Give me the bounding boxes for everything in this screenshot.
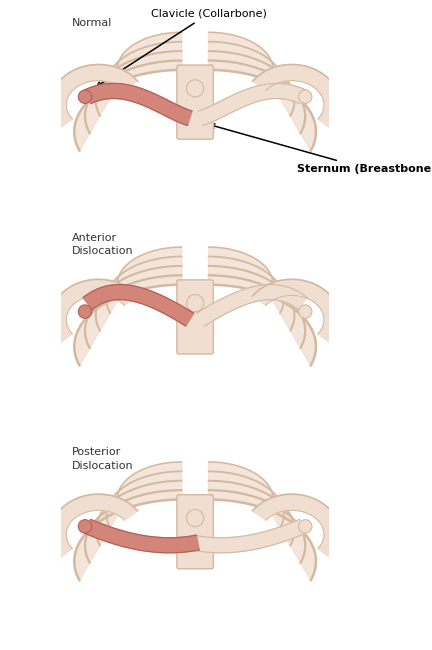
Text: Posterior
Dislocation: Posterior Dislocation (72, 447, 133, 471)
Polygon shape (209, 257, 295, 331)
Polygon shape (209, 462, 284, 528)
Polygon shape (209, 32, 284, 98)
Polygon shape (197, 285, 307, 326)
Text: Anterior
Dislocation: Anterior Dislocation (72, 233, 133, 256)
Circle shape (78, 520, 92, 533)
Polygon shape (209, 490, 316, 580)
Polygon shape (209, 247, 284, 313)
Polygon shape (85, 51, 182, 133)
Polygon shape (74, 60, 182, 151)
Polygon shape (107, 247, 182, 313)
Polygon shape (96, 471, 182, 545)
Polygon shape (209, 60, 316, 151)
Circle shape (187, 80, 204, 97)
Polygon shape (209, 266, 305, 348)
Polygon shape (253, 64, 340, 129)
Polygon shape (85, 519, 199, 552)
Polygon shape (209, 42, 295, 116)
Polygon shape (253, 494, 340, 558)
Circle shape (187, 510, 204, 526)
Polygon shape (198, 83, 305, 125)
Polygon shape (50, 64, 137, 129)
Polygon shape (50, 494, 137, 558)
Polygon shape (107, 32, 182, 98)
Polygon shape (253, 280, 340, 343)
FancyBboxPatch shape (177, 280, 213, 354)
Polygon shape (209, 51, 305, 133)
Circle shape (299, 520, 312, 533)
Polygon shape (50, 280, 137, 343)
Polygon shape (85, 266, 182, 348)
Text: Clavicle (Collarbone): Clavicle (Collarbone) (97, 9, 267, 86)
Polygon shape (107, 462, 182, 528)
Circle shape (187, 294, 204, 312)
Polygon shape (96, 42, 182, 116)
Polygon shape (85, 481, 182, 563)
Polygon shape (191, 519, 305, 552)
Circle shape (299, 305, 312, 318)
Text: Normal: Normal (72, 18, 112, 28)
Polygon shape (74, 276, 182, 365)
Polygon shape (209, 276, 316, 365)
Circle shape (299, 90, 312, 103)
Polygon shape (209, 481, 305, 563)
FancyBboxPatch shape (177, 495, 213, 569)
FancyBboxPatch shape (177, 65, 213, 139)
Text: Sternum (Breastbone): Sternum (Breastbone) (210, 124, 432, 174)
Circle shape (78, 305, 92, 318)
Polygon shape (85, 83, 192, 125)
Polygon shape (83, 285, 194, 326)
Polygon shape (74, 490, 182, 580)
Polygon shape (209, 471, 295, 545)
Circle shape (78, 90, 92, 103)
Polygon shape (96, 257, 182, 331)
